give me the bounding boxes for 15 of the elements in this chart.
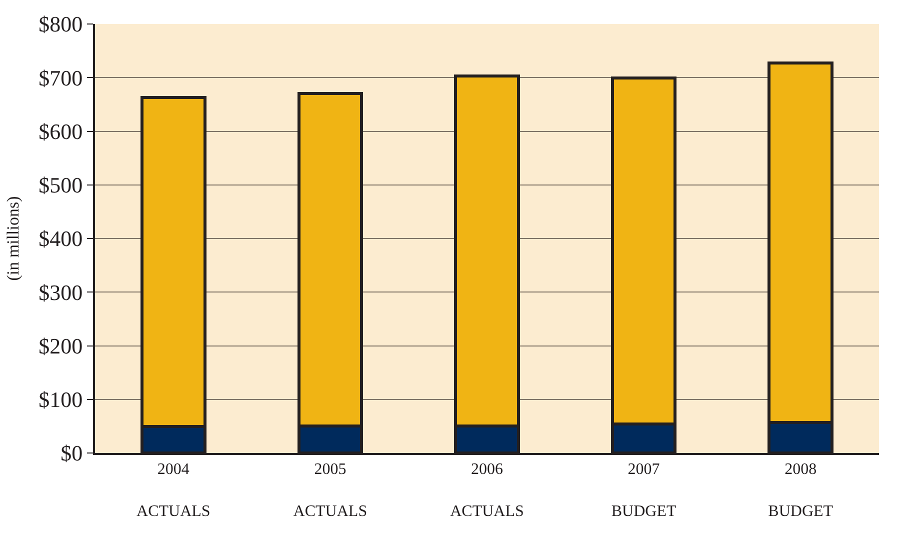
category-label: 2008 BUDGET [768, 461, 834, 520]
y-tick-label: $700 [38, 65, 83, 90]
y-tick-label: $300 [38, 280, 83, 305]
y-tick-label: $200 [38, 333, 83, 358]
category-label: 2006 ACTUALS [450, 461, 524, 520]
category-label: 2005 ACTUALS [293, 461, 368, 520]
y-tick-label: $100 [38, 387, 83, 412]
category-label: 2004 ACTUALS [136, 461, 210, 520]
y-axis-title: (in millions) [4, 196, 23, 281]
y-tick-label: $800 [38, 12, 83, 37]
y-tick-label: $600 [38, 118, 83, 144]
y-tick-label: $0 [60, 440, 83, 466]
y-tick-label: $400 [38, 226, 83, 252]
y-tick-label: $500 [38, 172, 83, 198]
category-label: 2007 BUDGET [611, 461, 676, 520]
